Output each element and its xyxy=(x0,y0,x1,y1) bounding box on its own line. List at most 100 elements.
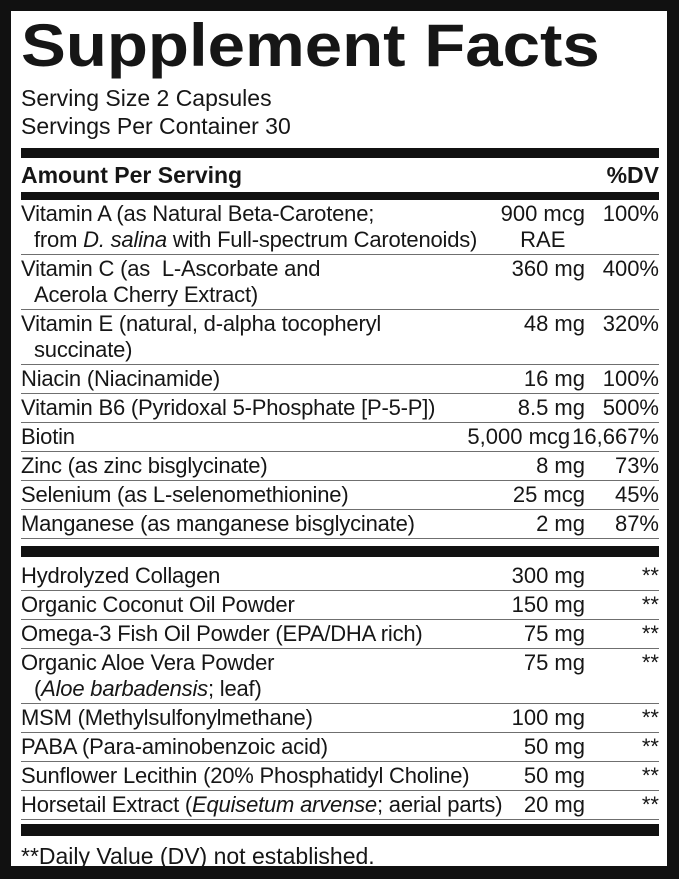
amount-value: 75 mg xyxy=(524,621,585,647)
ingredient-name-line1: Vitamin B6 (Pyridoxal 5-Phosphate [P-5-P… xyxy=(21,395,436,420)
daily-value: 73% xyxy=(614,453,659,478)
ingredient-name: Organic Aloe Vera Powder (Aloe barbadensi… xyxy=(21,650,520,702)
ingredient-name: Vitamin E (natural, d-alpha tocopheryl su… xyxy=(21,311,520,363)
amount-line1: 300 mg xyxy=(511,563,585,588)
ingredient-name-line1: Hydrolyzed Collagen xyxy=(21,563,221,588)
ingredient-name-line1: Omega-3 Fish Oil Powder (EPA/DHA rich) xyxy=(21,621,423,646)
species-name-italic: D. salina xyxy=(83,227,167,252)
daily-value: ** xyxy=(641,792,659,817)
species-name-italic: Equisetum arvense xyxy=(192,792,377,817)
ingredient-name-line1: Zinc (as zinc bisglycinate) xyxy=(21,453,268,478)
ingredient-name: Selenium (as L-selenomethionine) xyxy=(21,482,509,508)
ingredient-name-line1: Horsetail Extract (Equisetum arvense; ae… xyxy=(21,792,503,817)
table-row: Vitamin E (natural, d-alpha tocopheryl su… xyxy=(21,310,659,365)
amount-line1: 75 mg xyxy=(523,650,585,675)
ingredient-name: Vitamin C (as L-Ascorbate and Acerola Che… xyxy=(21,256,508,308)
ingredient-name-line1: Niacin (Niacinamide) xyxy=(21,366,220,391)
amount-value: 360 mg xyxy=(512,256,585,282)
amount-value: 20 mg xyxy=(524,792,585,818)
footnote: **Daily Value (DV) not established. xyxy=(21,843,375,869)
ingredient-name: Biotin xyxy=(21,424,463,450)
ingredient-name-line2: (Aloe barbadensis; leaf) xyxy=(34,676,262,701)
amount-line1: 8.5 mg xyxy=(517,395,585,420)
ingredient-name-line2: succinate) xyxy=(34,337,133,362)
table-row: MSM (Methylsulfonylmethane) 100 mg ** xyxy=(21,704,659,733)
amount-per-serving-header: Amount Per Serving xyxy=(21,162,243,188)
table-row: Vitamin C (as L-Ascorbate and Acerola Che… xyxy=(21,255,659,310)
ingredient-name: Sunflower Lecithin (20% Phosphatidyl Cho… xyxy=(21,763,520,789)
amount-value: 75 mg xyxy=(524,650,585,676)
ingredient-name-line1: Selenium (as L-selenomethionine) xyxy=(21,482,349,507)
table-row: Zinc (as zinc bisglycinate) 8 mg 73% xyxy=(21,452,659,481)
ingredient-name: Niacin (Niacinamide) xyxy=(21,366,520,392)
amount-line1: 75 mg xyxy=(523,621,585,646)
serving-size: Serving Size 2 Capsules xyxy=(21,85,272,111)
daily-value: 400% xyxy=(602,256,659,281)
table-row: Vitamin B6 (Pyridoxal 5-Phosphate [P-5-P… xyxy=(21,394,659,423)
ingredient-name: Organic Coconut Oil Powder xyxy=(21,592,508,618)
amount-value: 150 mg xyxy=(512,592,585,618)
ingredient-name-line1: Manganese (as manganese bisglycinate) xyxy=(21,511,415,536)
daily-value: ** xyxy=(641,734,659,759)
other-ingredients-section: Hydrolyzed Collagen 300 mg ** Organic Cocon… xyxy=(21,562,659,820)
daily-value: ** xyxy=(641,705,659,730)
ingredient-name: PABA (Para-aminobenzoic acid) xyxy=(21,734,520,760)
species-name-italic: Aloe barbadensis xyxy=(41,676,208,701)
ingredient-name: Hydrolyzed Collagen xyxy=(21,563,508,589)
amount-value: 50 mg xyxy=(524,763,585,789)
amount-value: 300 mg xyxy=(512,563,585,589)
ingredient-name-line1: Sunflower Lecithin (20% Phosphatidyl Cho… xyxy=(21,763,470,788)
table-row: Manganese (as manganese bisglycinate) 2 m… xyxy=(21,510,659,539)
amount-line1: 16 mg xyxy=(523,366,585,391)
amount-value: 16 mg xyxy=(524,366,585,392)
ingredient-name: Omega-3 Fish Oil Powder (EPA/DHA rich) xyxy=(21,621,520,647)
daily-value: 87% xyxy=(614,511,659,536)
ingredient-name-line1: PABA (Para-aminobenzoic acid) xyxy=(21,734,328,759)
ingredient-name-line1: Biotin xyxy=(21,424,75,449)
daily-value: 16,667% xyxy=(572,424,659,449)
amount-line1: 360 mg xyxy=(511,256,585,281)
amount-value: 50 mg xyxy=(524,734,585,760)
amount-line1: 25 mcg xyxy=(512,482,585,507)
daily-value: ** xyxy=(641,763,659,788)
amount-line1: 20 mg xyxy=(523,792,585,817)
ingredient-name: Manganese (as manganese bisglycinate) xyxy=(21,511,532,537)
table-row: Organic Aloe Vera Powder (Aloe barbadensi… xyxy=(21,649,659,704)
amount-value: 2 mg xyxy=(536,511,585,537)
ingredient-name: MSM (Methylsulfonylmethane) xyxy=(21,705,508,731)
amount-line1: 900 mcg xyxy=(500,201,585,226)
divider-bar-middle xyxy=(21,546,659,557)
table-row: PABA (Para-aminobenzoic acid) 50 mg ** xyxy=(21,733,659,762)
amount-line1: 50 mg xyxy=(523,734,585,759)
ingredient-name-line2: from D. salina with Full-spectrum Carote… xyxy=(34,227,478,252)
ingredient-name-line1: Organic Coconut Oil Powder xyxy=(21,592,295,617)
amount-value: 900 mcg RAE xyxy=(501,201,585,253)
table-row: Omega-3 Fish Oil Powder (EPA/DHA rich) 75… xyxy=(21,620,659,649)
ingredient-name: Vitamin A (as Natural Beta-Carotene; from… xyxy=(21,201,497,253)
amount-line1: 50 mg xyxy=(523,763,585,788)
table-row: Sunflower Lecithin (20% Phosphatidyl Cho… xyxy=(21,762,659,791)
amount-line1: 5,000 mcg xyxy=(467,424,571,449)
amount-line1: 48 mg xyxy=(523,311,585,336)
daily-value: 320% xyxy=(602,311,659,336)
amount-line1: 8 mg xyxy=(536,453,585,478)
daily-value: 500% xyxy=(602,395,659,420)
amount-line2: RAE xyxy=(520,227,566,252)
amount-value: 48 mg xyxy=(524,311,585,337)
table-row: Horsetail Extract (Equisetum arvense; ae… xyxy=(21,791,659,820)
servings-per-container: Servings Per Container 30 xyxy=(21,113,291,139)
divider-bar-header xyxy=(21,192,659,200)
amount-value: 8.5 mg xyxy=(518,395,585,421)
divider-bar-bottom xyxy=(21,824,659,836)
table-row: Selenium (as L-selenomethionine) 25 mcg 45… xyxy=(21,481,659,510)
table-row: Niacin (Niacinamide) 16 mg 100% xyxy=(21,365,659,394)
ingredient-name-line1: Vitamin E (natural, d-alpha tocopheryl xyxy=(21,311,382,336)
daily-value: 45% xyxy=(614,482,659,507)
daily-value: 100% xyxy=(602,366,659,391)
amount-line1: 2 mg xyxy=(536,511,585,536)
table-row: Organic Coconut Oil Powder 150 mg ** xyxy=(21,591,659,620)
daily-value: ** xyxy=(641,621,659,646)
table-row: Biotin 5,000 mcg 16,667% xyxy=(21,423,659,452)
amount-line1: 100 mg xyxy=(511,705,585,730)
amount-line1: 150 mg xyxy=(511,592,585,617)
